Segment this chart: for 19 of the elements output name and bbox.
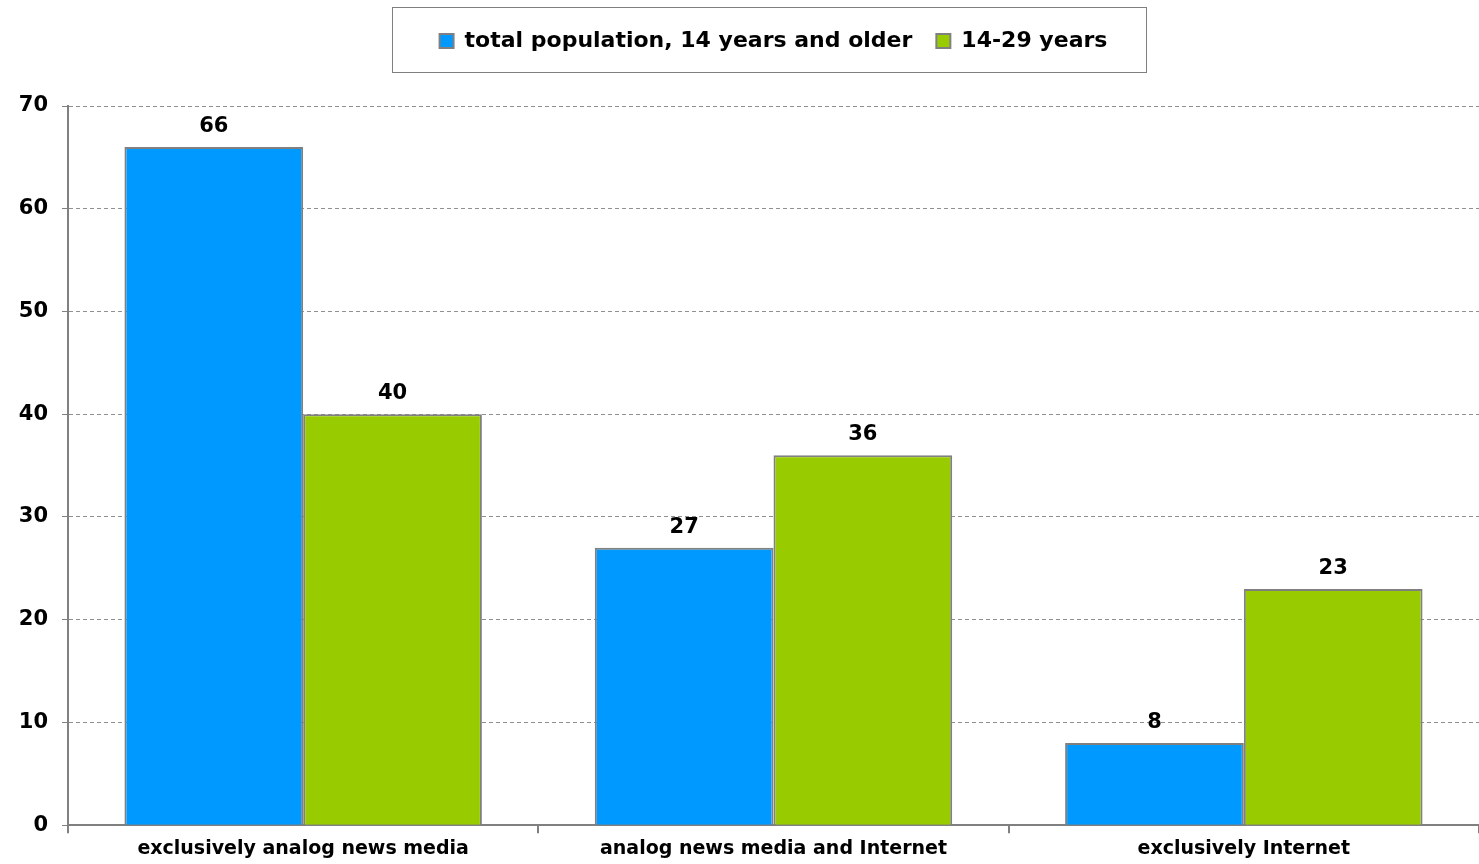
x-tick-label: exclusively analog news media <box>137 835 469 858</box>
data-label: 23 <box>1318 554 1348 579</box>
legend-label: 14-29 years <box>961 26 1108 52</box>
x-tick-label: analog news media and Internet <box>599 835 948 858</box>
data-label: 36 <box>848 421 878 446</box>
y-tick-label: 60 <box>18 195 48 220</box>
y-tick-label: 50 <box>18 297 48 322</box>
y-tick-label: 10 <box>18 708 48 733</box>
y-tick-label: 70 <box>18 92 48 117</box>
y-tick-label: 30 <box>18 503 48 528</box>
data-label: 27 <box>669 513 699 538</box>
y-tick-label: 40 <box>18 400 48 425</box>
data-label: 8 <box>1147 708 1162 733</box>
y-tick-label: 20 <box>18 606 48 631</box>
y-tick-label: 0 <box>33 811 48 836</box>
x-tick-label: exclusively Internet <box>1137 835 1351 858</box>
legend-label: total population, 14 years and older <box>464 26 913 52</box>
data-label: 66 <box>199 113 229 138</box>
data-label: 40 <box>377 380 408 405</box>
